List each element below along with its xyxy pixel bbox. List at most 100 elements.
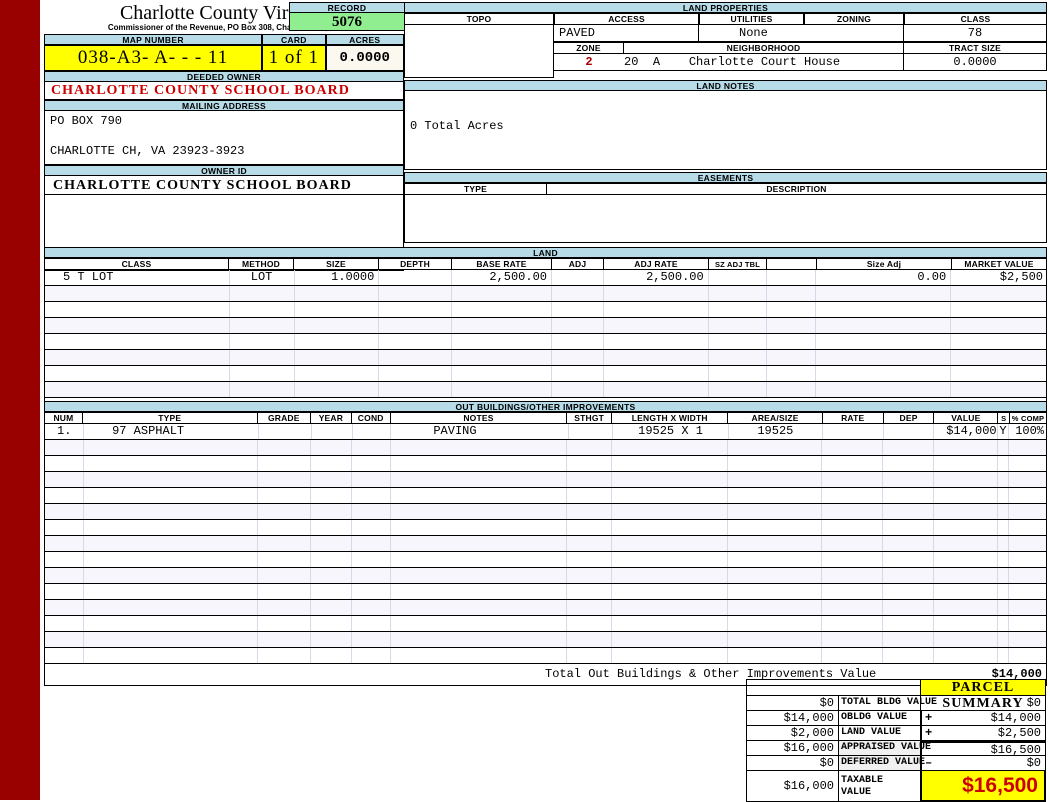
table-row-empty[interactable] <box>44 600 1047 616</box>
cell-empty <box>728 600 823 615</box>
cell-ob-num: 1. <box>45 424 85 439</box>
cell-empty <box>822 520 884 535</box>
value-class[interactable]: 78 <box>904 25 1047 42</box>
table-row-empty[interactable] <box>44 366 1047 382</box>
value-utilities[interactable]: None <box>699 25 904 42</box>
cell-empty <box>45 552 84 567</box>
table-row-empty[interactable] <box>44 584 1047 600</box>
cell-empty <box>709 366 767 381</box>
taxable-value-label: TAXABLE VALUE <box>838 771 920 802</box>
cell-empty <box>567 632 612 647</box>
cell-empty <box>934 600 998 615</box>
deeded-owner-value[interactable]: CHARLOTTE COUNTY SCHOOL BOARD <box>44 82 404 100</box>
table-row-empty[interactable] <box>44 488 1047 504</box>
table-row-empty[interactable] <box>44 568 1047 584</box>
land-table-title: LAND <box>44 247 1047 258</box>
cell-empty <box>311 504 353 519</box>
table-row-empty[interactable] <box>44 504 1047 520</box>
value-neighborhood[interactable]: 20 A Charlotte Court House <box>624 54 904 71</box>
cell-empty <box>883 648 934 663</box>
cell-empty <box>311 456 353 471</box>
cell-land-size: 1.0000 <box>295 270 380 285</box>
table-row-empty[interactable] <box>44 520 1047 536</box>
cell-empty <box>998 648 1010 663</box>
value-topo[interactable] <box>404 25 554 78</box>
summary-row-label: LAND VALUE <box>838 726 920 741</box>
cell-empty <box>604 334 709 349</box>
cell-empty <box>352 568 391 583</box>
col-easement-description: DESCRIPTION <box>547 183 1047 195</box>
map-number-value[interactable]: 038-A3- A- - - 11 <box>44 45 263 71</box>
cell-empty <box>230 302 295 317</box>
cell-empty <box>1009 616 1046 631</box>
easements-body[interactable] <box>404 195 1047 243</box>
cell-empty <box>379 366 453 381</box>
cell-land-class: 5 T LOT <box>45 270 230 285</box>
cell-empty <box>728 632 823 647</box>
cell-empty <box>84 552 259 567</box>
cell-empty <box>883 552 934 567</box>
owner-id-value[interactable]: CHARLOTTE COUNTY SCHOOL BOARD <box>44 176 404 195</box>
cell-empty <box>552 350 604 365</box>
table-row-empty[interactable] <box>44 552 1047 568</box>
table-row-empty[interactable] <box>44 318 1047 334</box>
cell-empty <box>998 536 1010 551</box>
cell-empty <box>84 456 259 471</box>
cell-empty <box>311 440 353 455</box>
taxable-value: $16,500 <box>920 771 1046 802</box>
table-row-empty[interactable] <box>44 456 1047 472</box>
cell-ob-s: Y <box>998 424 1010 439</box>
table-row-empty[interactable] <box>44 536 1047 552</box>
cell-empty <box>612 472 729 487</box>
col-ob-sthgt: STHGT <box>567 412 612 424</box>
table-row[interactable]: 5 T LOT LOT 1.0000 2,500.00 2,500.00 0.0… <box>44 270 1047 286</box>
table-row-empty[interactable] <box>44 440 1047 456</box>
summary-operator: + <box>925 711 933 725</box>
table-row-empty[interactable] <box>44 302 1047 318</box>
cell-empty <box>295 286 380 301</box>
cell-empty <box>934 632 998 647</box>
cell-empty <box>45 568 84 583</box>
table-row-empty[interactable] <box>44 334 1047 350</box>
cell-empty <box>391 616 568 631</box>
table-row-empty[interactable] <box>44 648 1047 664</box>
cell-empty <box>258 648 312 663</box>
summary-operator: – <box>925 756 933 770</box>
cell-empty <box>822 504 884 519</box>
value-zone[interactable]: 2 <box>554 54 624 71</box>
cell-empty <box>709 318 767 333</box>
card-value[interactable]: 1 of 1 <box>262 45 326 71</box>
cell-empty <box>1009 456 1046 471</box>
cell-empty <box>84 632 259 647</box>
cell-empty <box>934 648 998 663</box>
cell-empty <box>391 600 568 615</box>
table-row-empty[interactable] <box>44 382 1047 398</box>
cell-empty <box>258 552 312 567</box>
summary-value-cell: – $0 <box>920 756 1046 771</box>
cell-empty <box>709 382 767 397</box>
value-access[interactable]: PAVED <box>554 25 699 42</box>
address-line-2 <box>50 129 403 144</box>
record-value[interactable]: 5076 <box>289 13 405 31</box>
table-row-empty[interactable] <box>44 632 1047 648</box>
table-row-empty[interactable] <box>44 616 1047 632</box>
cell-empty <box>709 334 767 349</box>
value-tract-size[interactable]: 0.0000 <box>904 54 1047 71</box>
cell-empty <box>612 440 729 455</box>
table-row-empty[interactable] <box>44 472 1047 488</box>
cell-empty <box>452 286 552 301</box>
cell-empty <box>567 488 612 503</box>
land-notes-text[interactable]: 0 Total Acres <box>404 91 1047 170</box>
acres-value[interactable]: 0.0000 <box>325 45 405 71</box>
table-row[interactable]: 1. 97 ASPHALT PAVING 19525 X 1 19525 $14… <box>44 424 1047 440</box>
col-neighborhood: NEIGHBORHOOD <box>624 42 904 54</box>
cell-empty <box>295 366 380 381</box>
col-access: ACCESS <box>554 13 699 25</box>
table-row-empty[interactable] <box>44 286 1047 302</box>
mailing-address-value[interactable]: PO BOX 790 CHARLOTTE CH, VA 23923-3923 <box>44 111 404 165</box>
cell-empty <box>352 488 391 503</box>
cell-empty <box>604 350 709 365</box>
col-ob-cond: COND <box>351 412 391 424</box>
cell-empty <box>883 456 934 471</box>
table-row-empty[interactable] <box>44 350 1047 366</box>
